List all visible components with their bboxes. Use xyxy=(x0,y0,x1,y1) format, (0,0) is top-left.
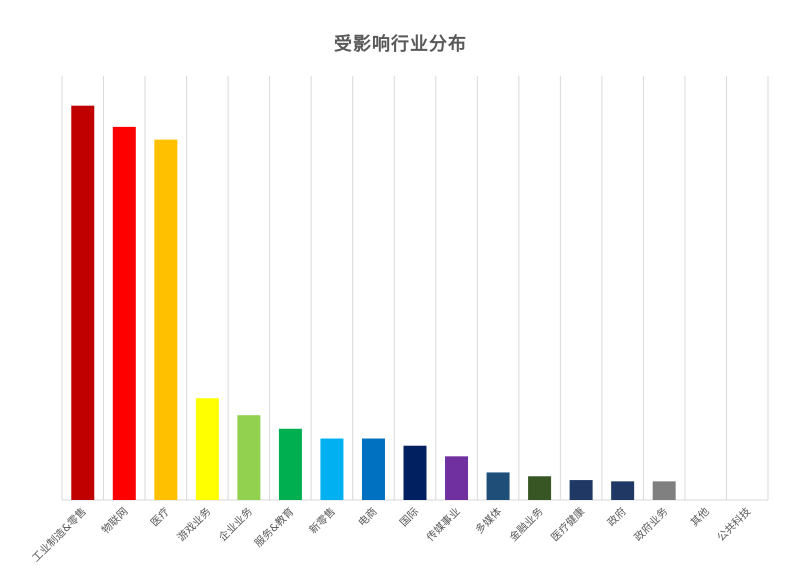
x-tick-label: 金融业务 xyxy=(507,505,546,544)
x-tick-label: 国际 xyxy=(398,506,421,529)
x-tick-label: 游戏业务 xyxy=(175,505,214,544)
bar xyxy=(569,480,593,500)
x-tick-label: 其他 xyxy=(688,505,712,529)
bar xyxy=(195,398,219,500)
x-tick-label: 多媒体 xyxy=(473,505,505,537)
bar xyxy=(445,456,469,500)
chart-title: 受影响行业分布 xyxy=(334,34,467,55)
bar xyxy=(112,126,136,500)
bar xyxy=(361,438,385,500)
bar xyxy=(237,415,261,500)
x-tick-label: 企业业务 xyxy=(216,505,255,544)
bar xyxy=(320,438,344,500)
bar xyxy=(528,476,552,500)
x-tick-label: 医疗 xyxy=(148,505,172,529)
x-tick-label: 传媒事业 xyxy=(424,505,463,544)
x-tick-label: 医疗健康 xyxy=(548,505,587,544)
x-tick-label: 服务&教育 xyxy=(252,505,297,550)
x-tick-label: 物联网 xyxy=(99,505,130,536)
bar xyxy=(154,139,178,500)
bar xyxy=(403,445,427,500)
x-tick-label: 政府 xyxy=(605,505,629,529)
x-tick-label: 电商 xyxy=(356,505,380,529)
x-tick-label: 工业制造&零售 xyxy=(29,505,89,565)
x-tick-label: 政府业务 xyxy=(631,505,670,544)
bar xyxy=(486,472,510,500)
bar xyxy=(71,105,95,501)
bar xyxy=(611,481,635,500)
bar xyxy=(652,481,676,500)
bar xyxy=(278,428,302,500)
x-tick-label: 新零售 xyxy=(307,505,338,536)
x-tick-label: 公共科技 xyxy=(714,505,753,544)
